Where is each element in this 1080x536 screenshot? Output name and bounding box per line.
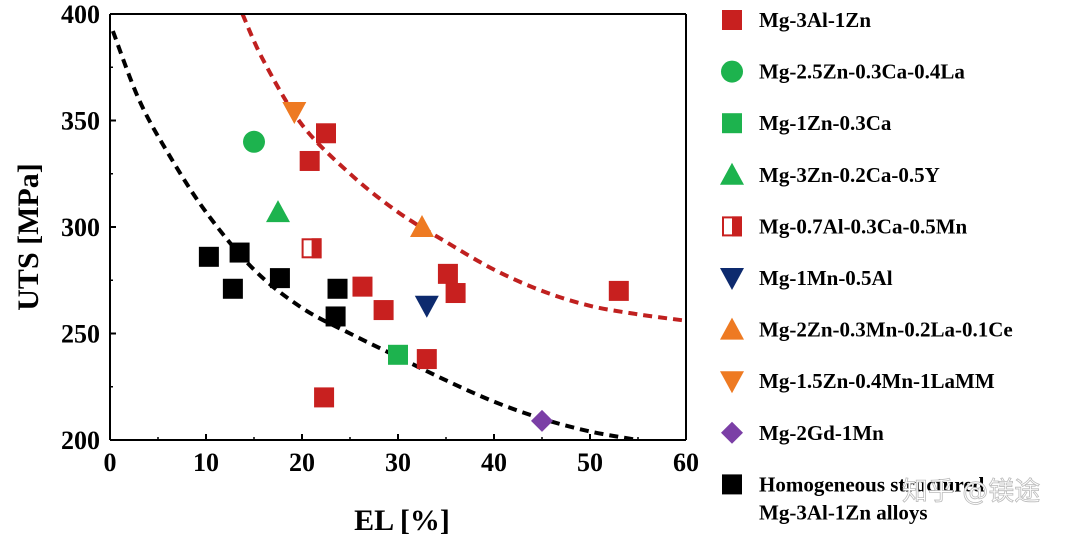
legend-marker-3: [722, 113, 742, 134]
legend-marker-1: [722, 10, 742, 30]
fit-curve-2: [111, 30, 639, 440]
x-tick-label: 40: [481, 448, 507, 477]
data-point-s1-6: [445, 283, 466, 304]
data-points: [198, 101, 629, 432]
legend-marker-4: [720, 162, 744, 185]
legend-label-9: Mg-2Gd-1Mn: [759, 421, 884, 445]
data-point-s6-1: [414, 295, 439, 318]
data-point-s10-3: [222, 278, 243, 299]
y-tick-label: 400: [61, 0, 100, 29]
legend-label-8: Mg-1.5Zn-0.4Mn-1LaMM: [759, 369, 995, 393]
fit-curves: [111, 14, 686, 440]
data-point-s5-1: [301, 238, 322, 259]
axes: 0 10 20 30 40 50 60 200 250 300 350 400 EL [%] UTS [M…: [12, 0, 699, 536]
legend-marker-10: [722, 474, 742, 495]
y-axis-title: UTS [MPa]: [12, 163, 45, 310]
data-point-s1-8: [314, 387, 335, 408]
legend-marker-2: [721, 60, 743, 83]
data-point-s1-1: [316, 123, 336, 144]
data-point-s1-5: [437, 263, 458, 284]
legend-label-3: Mg-1Zn-0.3Ca: [759, 111, 892, 135]
legend-label-1: Mg-3Al-1Zn: [759, 8, 871, 32]
data-point-s2-1: [243, 130, 265, 153]
y-tick-label: 300: [61, 213, 100, 242]
data-point-s1-7: [416, 349, 437, 370]
data-point-s7-1: [410, 215, 434, 237]
legend-label-2: Mg-2.5Zn-0.3Ca-0.4La: [759, 60, 965, 84]
legend-label-6: Mg-1Mn-0.5Al: [759, 266, 893, 290]
x-tick-label: 30: [385, 448, 411, 477]
x-tick-label: 60: [673, 448, 699, 477]
legend-label-4: Mg-3Zn-0.2Ca-0.5Y: [759, 163, 940, 187]
legend-marker-5: [722, 216, 742, 237]
fit-curve-1: [240, 14, 686, 323]
data-point-s10-2: [229, 242, 250, 263]
x-tick-label: 50: [577, 448, 603, 477]
legend-label-10: Homogeneous structured: [759, 472, 985, 496]
x-tick-label: 10: [193, 448, 219, 477]
x-axis-title: EL [%]: [354, 504, 450, 536]
x-tick-label: 0: [104, 448, 117, 477]
legend-marker-6: [720, 268, 744, 290]
data-point-s10-4: [269, 268, 290, 289]
watermark: 知乎 @镁途: [902, 477, 1040, 507]
data-point-s1-4: [373, 300, 394, 321]
x-tick-label: 20: [289, 448, 315, 477]
data-point-s10-1: [198, 246, 219, 267]
y-tick-label: 250: [61, 320, 100, 349]
data-point-s10-5: [327, 278, 348, 299]
legend-marker-9: [721, 421, 743, 444]
legend-label-10: Mg-3Al-1Zn alloys: [759, 500, 928, 524]
data-point-s9-1: [531, 409, 553, 432]
data-point-s4-1: [266, 200, 290, 223]
y-tick-label: 350: [61, 107, 100, 136]
y-tick-label: 200: [61, 426, 100, 455]
data-point-s3-1: [388, 344, 408, 365]
data-point-s10-6: [325, 306, 346, 327]
legend-label-7: Mg-2Zn-0.3Mn-0.2La-0.1Ce: [759, 318, 1013, 342]
data-point-s8-1: [282, 101, 307, 124]
legend-label-5: Mg-0.7Al-0.3Ca-0.5Mn: [759, 214, 968, 238]
data-point-s1-3: [352, 276, 373, 297]
legend-marker-8: [720, 371, 744, 394]
legend-marker-7: [720, 317, 744, 340]
data-point-s1-2: [299, 150, 320, 171]
data-point-s1-9: [608, 280, 629, 301]
legend: Mg-3Al-1Zn Mg-2.5Zn-0.3Ca-0.4La Mg-1Zn-0.3…: [720, 8, 1013, 524]
